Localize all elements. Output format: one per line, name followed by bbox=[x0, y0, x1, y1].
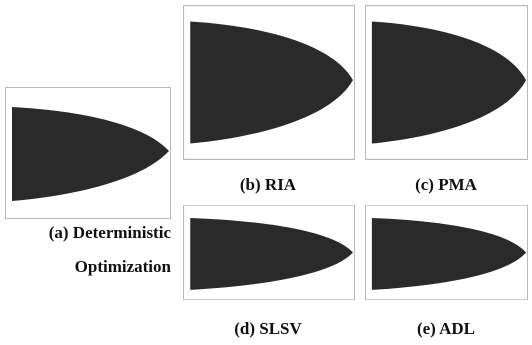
caption: (a) Deterministic bbox=[49, 223, 172, 242]
caption: (d) SLSV bbox=[234, 319, 302, 338]
panel: (a) Deterministic Optimization bbox=[6, 88, 172, 277]
panel: (e) ADL bbox=[365, 205, 527, 338]
caption: (b) RIA bbox=[240, 175, 297, 194]
panel: (b) RIA bbox=[184, 6, 355, 194]
caption: (e) ADL bbox=[417, 319, 475, 338]
caption: Optimization bbox=[75, 257, 172, 276]
panel: (d) SLSV bbox=[184, 205, 355, 338]
panel: (c) PMA bbox=[365, 6, 527, 194]
figure: (a) Deterministic Optimization (b) RIA (… bbox=[0, 0, 532, 345]
caption: (c) PMA bbox=[415, 175, 478, 194]
